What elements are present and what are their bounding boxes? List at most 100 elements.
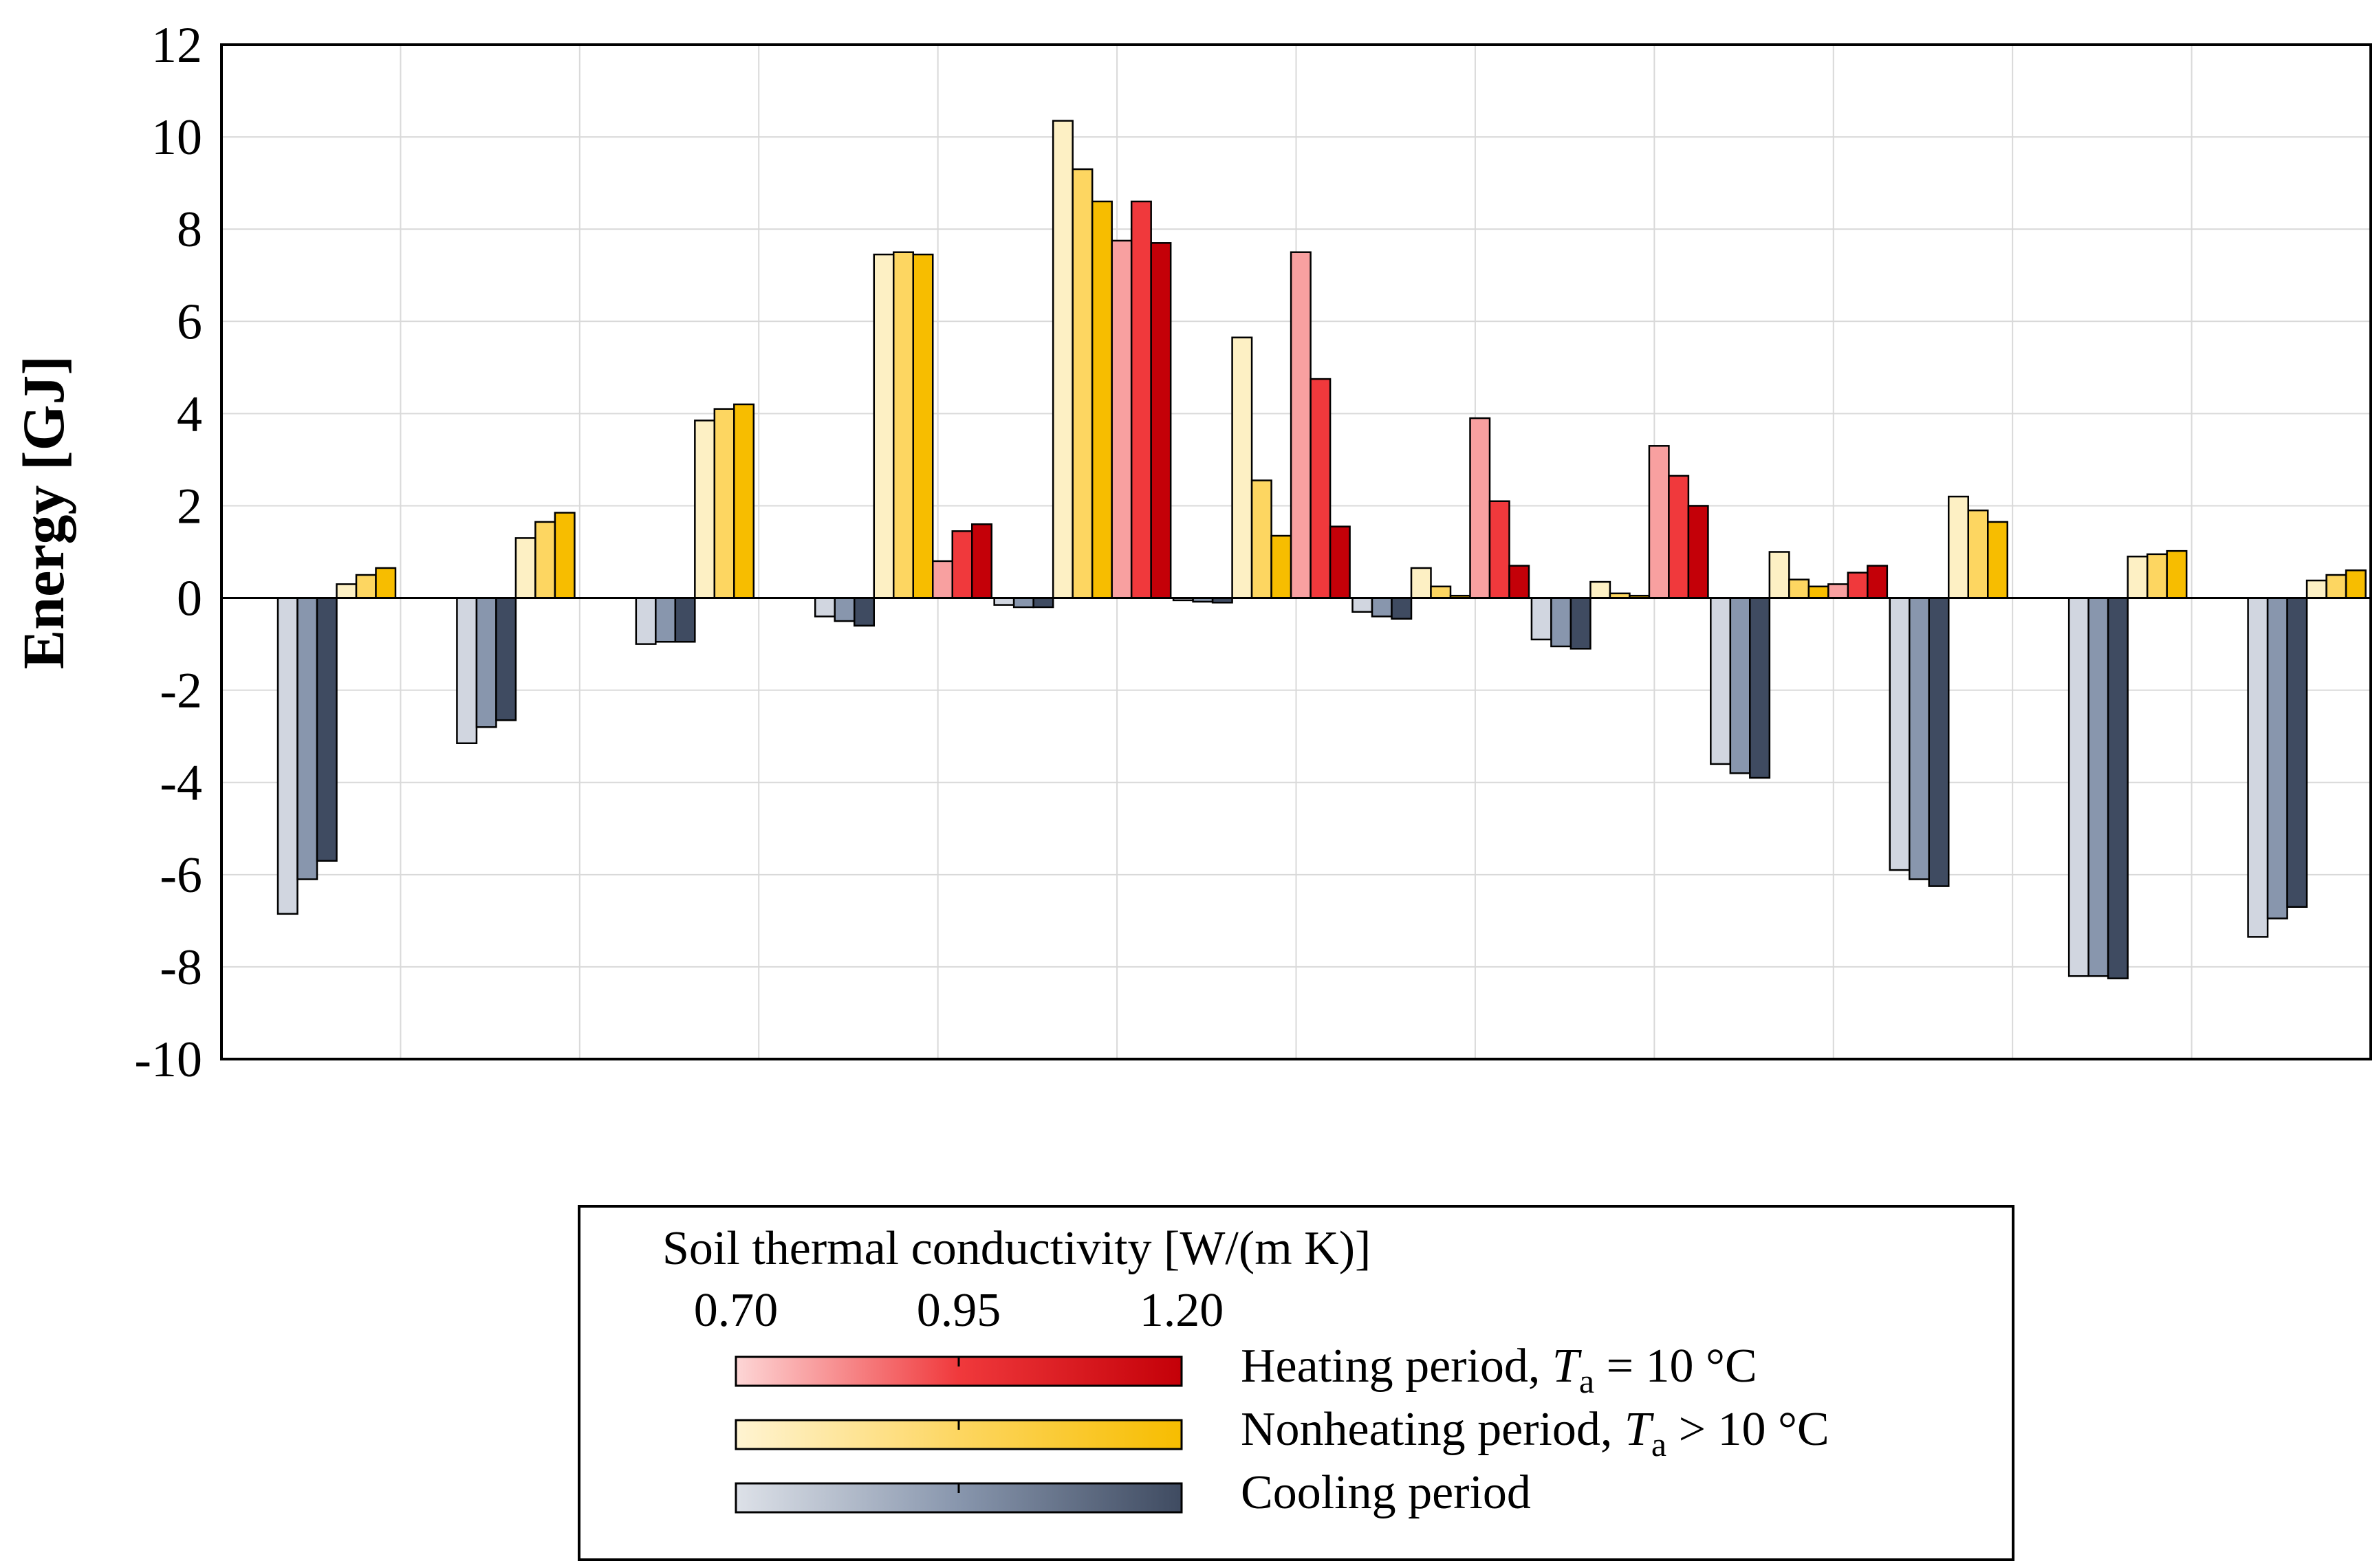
bar-nonheating-period xyxy=(733,403,755,599)
y-tick-label: 12 xyxy=(151,17,202,74)
legend-entry-label: Nonheating period, Ta > 10 °C xyxy=(1241,1403,1829,1463)
bar-nonheating-period xyxy=(912,253,934,599)
bar-nonheating-period xyxy=(554,512,576,599)
y-axis-label: Energy [GJ] xyxy=(10,356,76,669)
bar-cooling-period xyxy=(1889,597,1911,871)
bar-heating-period xyxy=(1827,583,1849,599)
bar-nonheating-period xyxy=(2345,569,2367,599)
bar-nonheating-period xyxy=(1987,521,2008,599)
bar-heating-period xyxy=(932,560,953,599)
y-tick-label: 8 xyxy=(177,202,202,258)
bar-nonheating-period xyxy=(514,537,536,599)
bar-heating-period xyxy=(1648,445,1670,599)
bar-heating-period xyxy=(1469,417,1491,599)
bars-layer xyxy=(276,120,2367,979)
bar-cooling-period xyxy=(2067,597,2089,977)
bar-cooling-period xyxy=(2107,597,2129,979)
bar-nonheating-period xyxy=(2127,555,2149,599)
bar-cooling-period xyxy=(475,597,497,728)
y-tick-label: 2 xyxy=(177,478,202,534)
bar-cooling-period xyxy=(635,597,657,645)
y-axis-ticks: -10 -8 -6 -4 -2 0 2 4 6 8 10 12 xyxy=(134,17,202,1088)
bar-nonheating-period xyxy=(1768,551,1790,599)
bar-heating-period xyxy=(1508,565,1530,599)
bar-cooling-period xyxy=(1729,597,1751,774)
bar-cooling-period xyxy=(1530,597,1552,641)
bar-cooling-period xyxy=(834,597,856,622)
bar-nonheating-period xyxy=(1052,120,1074,599)
bar-cooling-period xyxy=(993,597,1015,606)
bar-nonheating-period xyxy=(1807,585,1829,599)
bar-heating-period xyxy=(1310,378,1332,599)
legend-scale-labels: 0.70 0.95 1.20 xyxy=(694,1284,1224,1337)
bar-cooling-period xyxy=(276,597,298,915)
y-tick-label: -2 xyxy=(160,663,202,719)
bar-heating-period xyxy=(1847,571,1869,599)
legend-scale-label: 1.20 xyxy=(1140,1284,1224,1337)
legend-entry-label: Heating period, Ta = 10 °C xyxy=(1241,1340,1757,1400)
legend-scale-label: 0.70 xyxy=(694,1284,779,1337)
bar-cooling-period xyxy=(1012,597,1034,609)
bar-cooling-period xyxy=(1550,597,1572,648)
bar-cooling-period xyxy=(1371,597,1393,618)
bar-heating-period xyxy=(1130,200,1152,599)
legend-scale-label: 0.95 xyxy=(917,1284,1001,1337)
bar-cooling-period xyxy=(2266,597,2288,919)
bar-nonheating-period xyxy=(2146,553,2168,599)
bar-nonheating-period xyxy=(1410,567,1432,599)
bar-nonheating-period xyxy=(1967,509,1989,599)
bar-heating-period xyxy=(1150,242,1172,599)
bar-nonheating-period xyxy=(2325,574,2347,599)
y-tick-label: 6 xyxy=(177,294,202,350)
bar-cooling-period xyxy=(2087,597,2109,977)
bar-nonheating-period xyxy=(375,567,397,599)
bar-heating-period xyxy=(1668,475,1690,599)
legend: Soil thermal conductivity [W/(m K)] 0.70… xyxy=(578,1205,2014,1561)
bar-heating-period xyxy=(1329,525,1351,599)
legend-entry-label: Cooling period xyxy=(1241,1466,1531,1519)
bar-cooling-period xyxy=(655,597,677,643)
y-tick-label: -10 xyxy=(134,1032,202,1088)
bar-nonheating-period xyxy=(1250,479,1272,599)
bar-cooling-period xyxy=(1909,597,1930,880)
plot-frame xyxy=(220,43,2372,1060)
y-tick-label: -8 xyxy=(160,939,202,996)
bar-nonheating-period xyxy=(1072,168,1094,599)
bar-nonheating-period xyxy=(873,253,895,599)
y-tick-label: 0 xyxy=(177,571,202,627)
bar-nonheating-period xyxy=(355,574,377,599)
bar-nonheating-period xyxy=(1430,585,1452,599)
bar-cooling-period xyxy=(2247,597,2269,938)
bar-nonheating-period xyxy=(1589,580,1611,599)
y-tick-label: 10 xyxy=(151,109,202,166)
bar-heating-period xyxy=(951,530,973,599)
bar-nonheating-period xyxy=(336,583,358,599)
bar-nonheating-period xyxy=(893,251,914,599)
y-tick-label: 4 xyxy=(177,386,202,442)
bar-heating-period xyxy=(1687,505,1709,599)
bar-cooling-period xyxy=(1710,597,1732,765)
bar-cooling-period xyxy=(2286,597,2308,908)
bar-cooling-period xyxy=(296,597,318,880)
bar-nonheating-period xyxy=(1948,495,1969,599)
bar-heating-period xyxy=(1290,251,1312,599)
bar-cooling-period xyxy=(316,597,338,862)
y-tick-label: -6 xyxy=(160,847,202,904)
bar-cooling-period xyxy=(1928,597,1950,887)
bar-heating-period xyxy=(1111,239,1133,599)
bar-nonheating-period xyxy=(694,420,716,599)
bar-nonheating-period xyxy=(1788,578,1810,599)
y-tick-label: -4 xyxy=(160,755,202,812)
bar-cooling-period xyxy=(1391,597,1413,620)
bar-cooling-period xyxy=(854,597,875,627)
bar-cooling-period xyxy=(1032,597,1054,609)
legend-title: Soil thermal conductivity [W/(m K)] xyxy=(662,1222,1371,1275)
bar-cooling-period xyxy=(495,597,517,721)
bar-nonheating-period xyxy=(1091,200,1113,599)
bar-nonheating-period xyxy=(713,408,735,599)
bar-heating-period xyxy=(971,523,992,599)
bar-cooling-period xyxy=(674,597,696,643)
bar-heating-period xyxy=(1488,500,1510,599)
